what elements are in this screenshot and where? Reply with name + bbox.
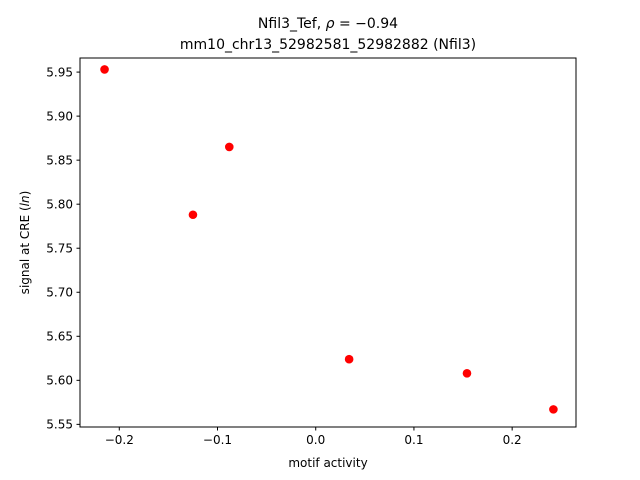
y-tick-label: 5.70: [46, 286, 73, 300]
x-tick-label: 0.2: [503, 433, 522, 447]
x-tick-label: −0.1: [203, 433, 232, 447]
data-point: [549, 405, 558, 414]
y-tick-label: 5.80: [46, 197, 73, 211]
x-tick-label: 0.0: [306, 433, 325, 447]
chart-title-value: = −0.94: [335, 16, 399, 32]
data-point: [188, 210, 198, 220]
x-tick-label: 0.1: [404, 433, 423, 447]
x-axis-label: motif activity: [288, 456, 367, 470]
y-tick-label: 5.90: [46, 109, 73, 123]
data-points: [100, 65, 558, 414]
chart-title-line1: Nfil3_Tef, ρ = −0.94: [258, 16, 398, 32]
y-tick-label: 5.65: [46, 330, 73, 344]
data-point: [224, 142, 234, 152]
y-axis-ticks: 5.55 5.60 5.65 5.70 5.75 5.80 5.85 5.90 5.95: [46, 65, 80, 432]
x-axis-ticks: −0.2 −0.1 0.0 0.1 0.2: [105, 427, 522, 447]
y-axis-label: signal at CRE (ln): [18, 191, 32, 295]
y-tick-label: 5.60: [46, 374, 73, 388]
y-axis-label-prefix: signal at CRE (: [18, 206, 32, 294]
y-axis-label-suffix: ): [18, 191, 32, 196]
y-tick-label: 5.75: [46, 242, 73, 256]
x-tick-label: −0.2: [105, 433, 134, 447]
y-tick-label: 5.95: [46, 65, 73, 79]
data-point: [344, 354, 354, 364]
data-point: [462, 368, 472, 378]
chart-title-prefix: Nfil3_Tef,: [258, 16, 326, 32]
y-tick-label: 5.55: [46, 418, 73, 432]
chart-title-line2: mm10_chr13_52982581_52982882 (Nfil3): [180, 37, 476, 53]
y-axis-label-italic: ln: [18, 195, 32, 206]
plot-area-frame: [79, 57, 577, 428]
data-point: [100, 65, 109, 74]
y-tick-label: 5.85: [46, 153, 73, 167]
chart-title-rho: ρ: [326, 16, 335, 32]
